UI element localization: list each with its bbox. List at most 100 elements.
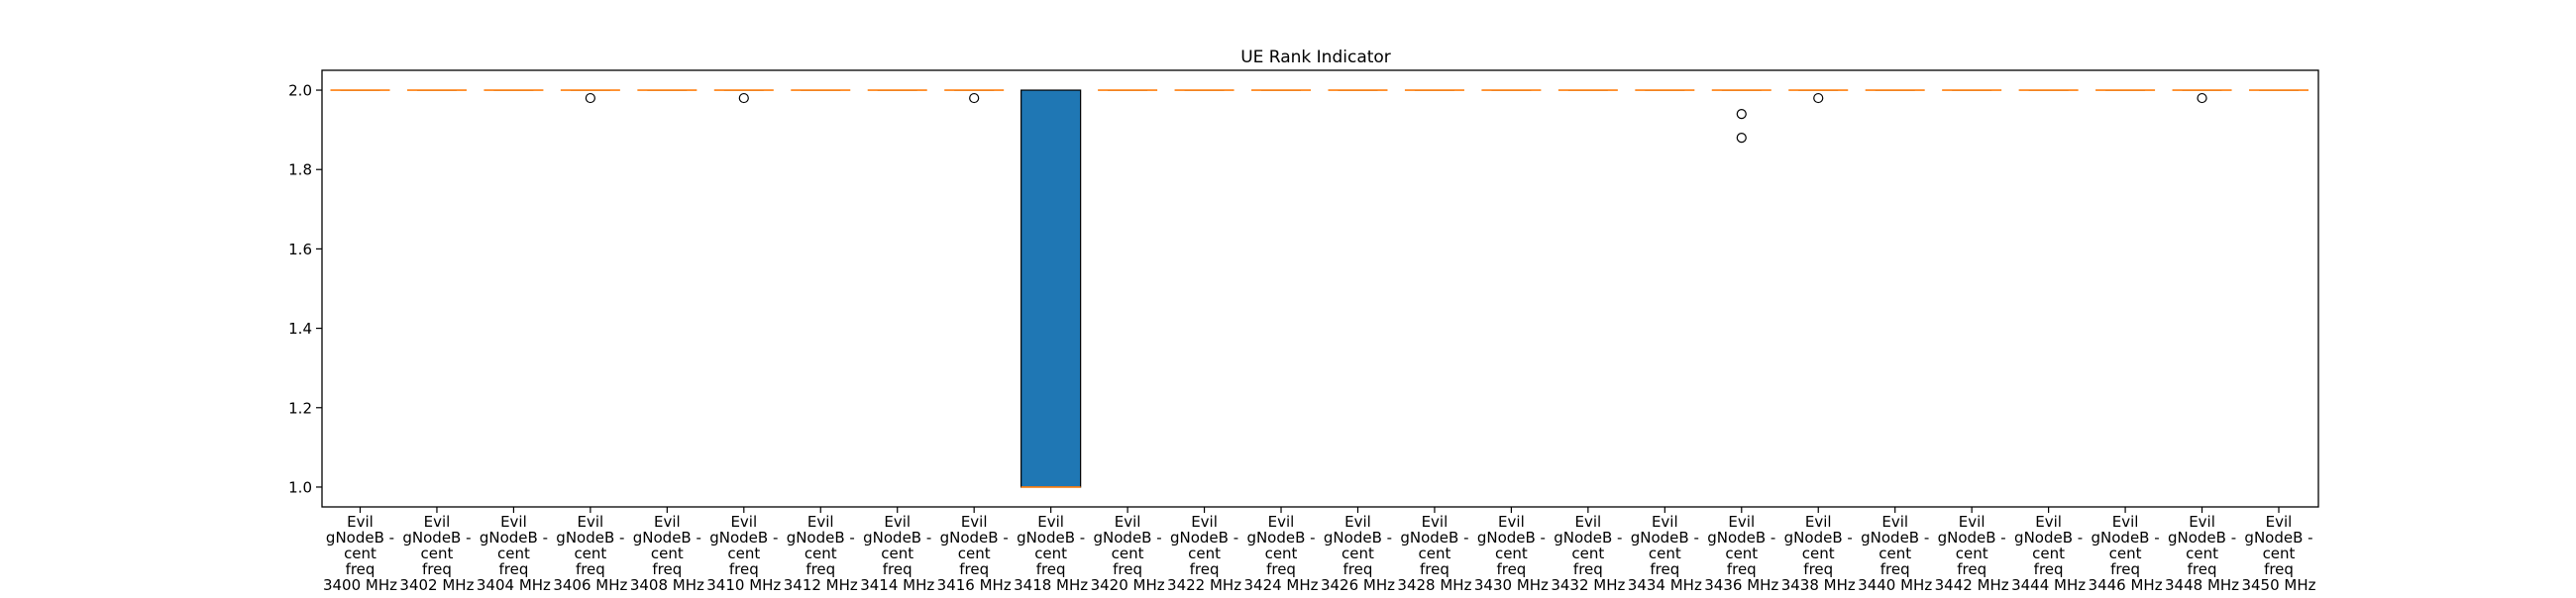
x-tick-label-line: gNodeB - [1707, 529, 1775, 547]
x-tick-label-line: Evil [424, 513, 451, 531]
x-tick-label: Evil gNodeB -cent freq 3416 MHz [937, 513, 1012, 594]
x-tick-label-line: freq [422, 560, 452, 578]
x-tick-label: Evil gNodeB -cent freq 3432 MHz [1551, 513, 1625, 594]
x-tick-label: Evil gNodeB -cent freq 3436 MHz [1704, 513, 1778, 594]
x-tick-label-line: gNodeB - [2244, 529, 2312, 547]
x-tick-label: Evil gNodeB -cent freq 3400 MHz [323, 513, 397, 594]
x-tick-label-line: 3420 MHz [1091, 576, 1165, 594]
x-tick-label-line: gNodeB - [1324, 529, 1392, 547]
x-tick-label-line: freq [1420, 560, 1449, 578]
x-tick-label-line: cent [881, 545, 913, 562]
x-tick-label-line: gNodeB - [1784, 529, 1853, 547]
x-tick-label-line: Evil [1498, 513, 1525, 531]
x-tick-label-line: freq [1573, 560, 1603, 578]
x-tick-label-line: Evil [654, 513, 681, 531]
box-group [1711, 89, 1771, 144]
x-tick-label-line: gNodeB - [402, 529, 471, 547]
y-tick-label: 1.6 [288, 241, 312, 258]
x-tick-label-line: gNodeB - [1170, 529, 1238, 547]
x-tick-label: Evil gNodeB -cent freq 3428 MHz [1397, 513, 1471, 594]
x-tick-label: Evil gNodeB -cent freq 3422 MHz [1167, 513, 1241, 594]
x-tick-label-line: gNodeB - [1477, 529, 1546, 547]
x-tick-label-line: Evil [1881, 513, 1908, 531]
y-tick-label: 2.0 [288, 82, 312, 100]
x-tick-label-line: 3418 MHz [1014, 576, 1088, 594]
x-tick-label: Evil gNodeB -cent freq 3442 MHz [1935, 513, 2009, 594]
y-tick-label: 1.2 [288, 399, 312, 417]
x-tick-label: Evil gNodeB -cent freq 3418 MHz [1014, 513, 1088, 594]
x-tick-label-line: freq [498, 560, 528, 578]
x-tick-label-line: cent [958, 545, 991, 562]
x-tick-label: Evil gNodeB -cent freq 3426 MHz [1321, 513, 1395, 594]
x-tick-label-line: freq [2110, 560, 2140, 578]
x-tick-label-line: gNodeB - [863, 529, 931, 547]
x-tick-label-line: cent [1725, 545, 1758, 562]
x-tick-label-line: cent [574, 545, 606, 562]
x-tick-label-line: 3432 MHz [1551, 576, 1625, 594]
x-tick-label-line: Evil [1037, 513, 1064, 531]
x-tick-label-line: cent [1419, 545, 1451, 562]
x-tick-label-line: gNodeB - [1554, 529, 1622, 547]
y-axis: 1.0 1.2 1.4 1.6 1.8 2.0 [288, 82, 322, 496]
x-tick-label-line: cent [2186, 545, 2218, 562]
x-tick-label-line: 3430 MHz [1474, 576, 1549, 594]
x-tick-label-line: freq [1957, 560, 1986, 578]
x-tick-label: Evil gNodeB -cent freq 3438 MHz [1781, 513, 1856, 594]
x-tick-label-line: 3404 MHz [477, 576, 551, 594]
x-tick-label-line: gNodeB - [1094, 529, 1162, 547]
x-tick-label-line: 3412 MHz [784, 576, 858, 594]
x-tick-label-line: gNodeB - [2014, 529, 2083, 547]
x-tick-label-line: 3402 MHz [399, 576, 474, 594]
x-tick-label-line: freq [1036, 560, 1066, 578]
x-tick-label: Evil gNodeB -cent freq 3444 MHz [2011, 513, 2086, 594]
chart-title: UE Rank Indicator [1240, 48, 1391, 67]
x-tick-label-line: Evil [1959, 513, 1986, 531]
x-tick-label-line: cent [1112, 545, 1144, 562]
x-tick-label: Evil gNodeB -cent freq 3424 MHz [1243, 513, 1318, 594]
x-tick-label-line: 3400 MHz [323, 576, 397, 594]
x-tick-label-line: Evil [2112, 513, 2139, 531]
x-tick-label-line: gNodeB - [633, 529, 701, 547]
x-tick-label-line: cent [1265, 545, 1298, 562]
x-tick-label-line: freq [1650, 560, 1679, 578]
x-tick-label-line: 3408 MHz [630, 576, 704, 594]
x-tick-label-line: 3442 MHz [1935, 576, 2009, 594]
x-tick-label-line: 3436 MHz [1704, 576, 1778, 594]
x-tick-label-line: cent [2109, 545, 2142, 562]
x-tick-label: Evil gNodeB -cent freq 3406 MHz [553, 513, 627, 594]
x-tick-label: Evil gNodeB -cent freq 3414 MHz [860, 513, 934, 594]
x-tick-label-line: Evil [884, 513, 911, 531]
x-tick-label: Evil gNodeB -cent freq 3448 MHz [2165, 513, 2239, 594]
x-tick-label-line: freq [1343, 560, 1373, 578]
x-tick-label-line: Evil [1805, 513, 1832, 531]
x-tick-label: Evil gNodeB -cent freq 3430 MHz [1474, 513, 1549, 594]
x-tick-label: Evil gNodeB -cent freq 3410 MHz [706, 513, 781, 594]
x-tick-label-line: Evil [1575, 513, 1602, 531]
x-tick-label-line: freq [652, 560, 682, 578]
box-group [560, 89, 620, 104]
x-tick-label-line: gNodeB - [787, 529, 855, 547]
x-tick-label: Evil gNodeB -cent freq 3412 MHz [784, 513, 858, 594]
x-tick-label-line: cent [1649, 545, 1681, 562]
x-tick-label-line: 3444 MHz [2011, 576, 2086, 594]
box-group [713, 89, 774, 104]
x-tick-label-line: 3426 MHz [1321, 576, 1395, 594]
box-group [944, 89, 1005, 104]
x-tick-label-line: 3440 MHz [1858, 576, 1932, 594]
x-tick-label-line: gNodeB - [2092, 529, 2160, 547]
x-tick-label-line: Evil [2035, 513, 2062, 531]
x-tick-label-line: freq [959, 560, 989, 578]
outlier-point [1736, 133, 1747, 144]
x-tick-label-line: 3448 MHz [2165, 576, 2239, 594]
x-tick-label-line: freq [2034, 560, 2064, 578]
x-tick-label-line: Evil [500, 513, 527, 531]
box-group [1020, 89, 1082, 488]
x-tick-label-line: gNodeB - [480, 529, 548, 547]
x-tick-label-line: Evil [1115, 513, 1141, 531]
x-tick-label-line: Evil [1268, 513, 1295, 531]
x-tick-label-line: gNodeB - [940, 529, 1009, 547]
outlier-point [2197, 92, 2207, 104]
